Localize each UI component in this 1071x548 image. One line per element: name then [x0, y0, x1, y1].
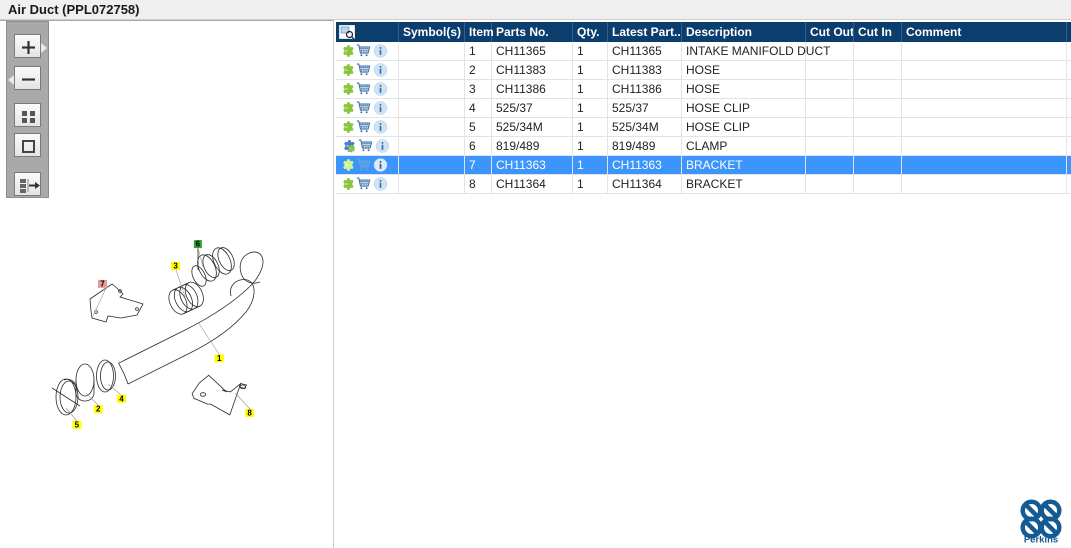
svg-text:3: 3 — [173, 261, 178, 270]
svg-text:5: 5 — [75, 420, 80, 429]
svg-text:4: 4 — [119, 394, 124, 403]
svg-text:1: 1 — [217, 354, 222, 363]
svg-text:2: 2 — [96, 405, 101, 414]
svg-text:Perkins: Perkins — [1024, 535, 1058, 546]
svg-text:8: 8 — [247, 409, 252, 418]
svg-text:7: 7 — [100, 279, 105, 288]
svg-text:6: 6 — [196, 240, 201, 249]
